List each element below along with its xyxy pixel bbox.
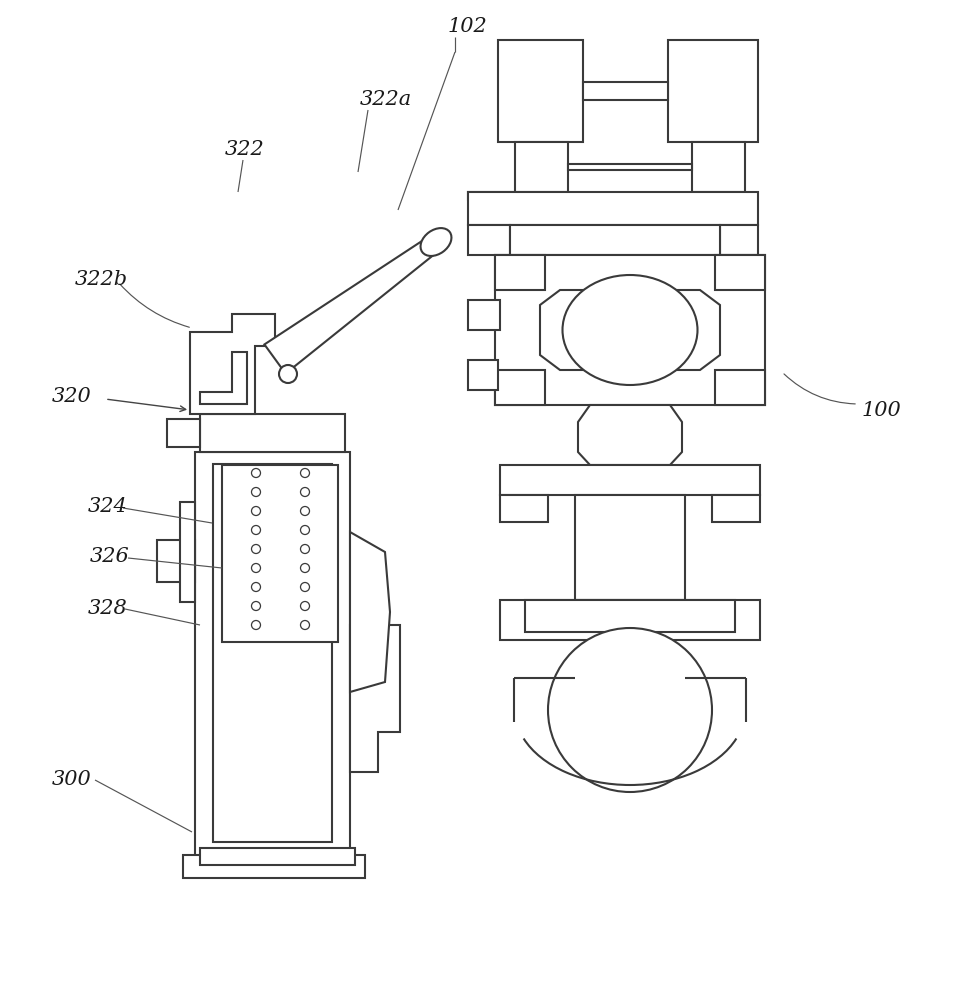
Circle shape: [251, 506, 260, 516]
Polygon shape: [468, 360, 497, 390]
Circle shape: [300, 601, 309, 610]
Polygon shape: [167, 419, 199, 447]
Polygon shape: [199, 352, 247, 404]
Polygon shape: [582, 82, 667, 100]
Circle shape: [251, 526, 260, 534]
Circle shape: [300, 506, 309, 516]
Polygon shape: [468, 300, 499, 330]
FancyArrowPatch shape: [784, 374, 854, 404]
Text: 300: 300: [52, 770, 92, 789]
Circle shape: [300, 620, 309, 630]
Polygon shape: [509, 225, 719, 255]
Text: 324: 324: [88, 497, 128, 516]
Polygon shape: [515, 142, 568, 192]
Polygon shape: [468, 225, 509, 255]
Polygon shape: [525, 600, 735, 632]
Polygon shape: [711, 495, 759, 522]
Polygon shape: [199, 414, 345, 452]
Circle shape: [251, 582, 260, 591]
Circle shape: [251, 544, 260, 554]
Polygon shape: [719, 225, 757, 255]
Circle shape: [300, 526, 309, 534]
Polygon shape: [574, 495, 684, 600]
Polygon shape: [539, 290, 719, 370]
Circle shape: [251, 601, 260, 610]
Polygon shape: [494, 255, 764, 405]
Circle shape: [300, 488, 309, 496]
Polygon shape: [494, 255, 544, 290]
Polygon shape: [350, 625, 400, 772]
Circle shape: [547, 628, 711, 792]
Circle shape: [251, 468, 260, 478]
Polygon shape: [692, 142, 744, 192]
Text: 320: 320: [52, 387, 92, 406]
Polygon shape: [499, 600, 759, 640]
Polygon shape: [494, 370, 544, 405]
Circle shape: [300, 564, 309, 572]
Circle shape: [251, 564, 260, 572]
Polygon shape: [180, 502, 194, 602]
Circle shape: [278, 365, 297, 383]
Circle shape: [251, 488, 260, 496]
Ellipse shape: [420, 228, 451, 256]
Polygon shape: [350, 532, 390, 692]
Polygon shape: [183, 855, 364, 878]
Polygon shape: [199, 848, 355, 865]
Polygon shape: [667, 40, 757, 142]
FancyArrowPatch shape: [120, 284, 190, 327]
Circle shape: [300, 468, 309, 478]
Polygon shape: [468, 192, 515, 225]
Text: 322: 322: [225, 140, 265, 159]
Polygon shape: [190, 314, 275, 414]
Polygon shape: [499, 465, 759, 495]
Polygon shape: [222, 465, 338, 642]
Polygon shape: [714, 255, 764, 290]
Polygon shape: [157, 540, 194, 582]
Polygon shape: [264, 240, 434, 374]
Polygon shape: [497, 40, 582, 142]
Polygon shape: [194, 452, 350, 860]
Text: 326: 326: [90, 547, 130, 566]
Polygon shape: [568, 164, 692, 170]
Polygon shape: [714, 370, 764, 405]
Text: 100: 100: [861, 401, 901, 420]
Circle shape: [300, 582, 309, 591]
Circle shape: [300, 544, 309, 554]
Text: 328: 328: [88, 599, 128, 618]
Polygon shape: [577, 405, 681, 465]
Ellipse shape: [562, 275, 697, 385]
Text: 322b: 322b: [75, 270, 128, 289]
Circle shape: [251, 620, 260, 630]
Polygon shape: [499, 495, 547, 522]
Polygon shape: [213, 464, 331, 842]
Text: 102: 102: [447, 17, 488, 36]
Text: 322a: 322a: [360, 90, 412, 109]
Polygon shape: [468, 192, 757, 225]
